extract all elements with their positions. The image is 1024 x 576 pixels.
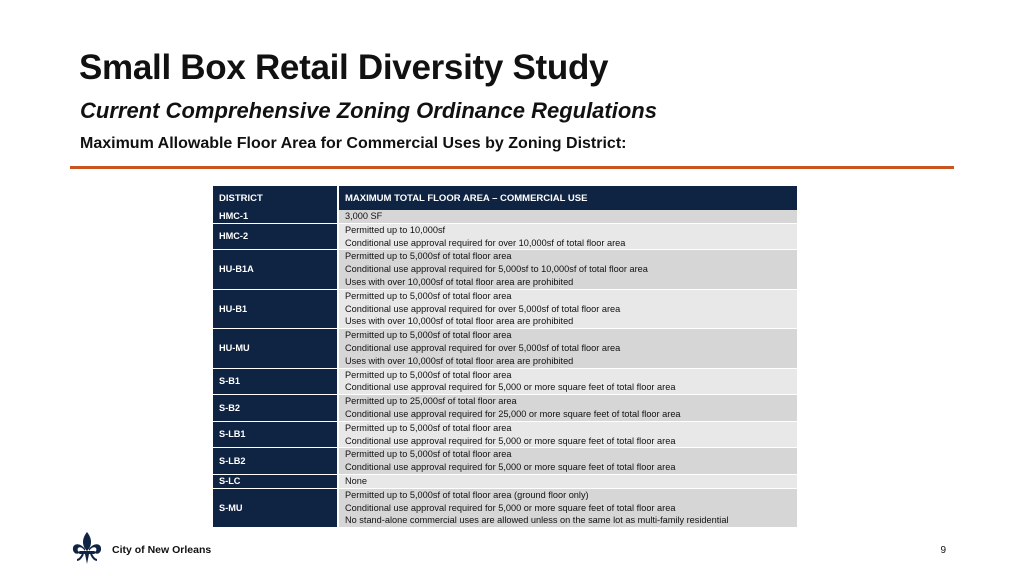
table-heading: Maximum Allowable Floor Area for Commerc… xyxy=(80,135,627,152)
floor-area-line: Permitted up to 5,000sf of total floor a… xyxy=(345,422,512,433)
table-row: S-B2 Permitted up to 25,000sf of total fl… xyxy=(213,394,797,422)
floor-area-cell: Permitted up to 10,000sf Conditional use … xyxy=(338,223,797,251)
table-row: HU-B1A Permitted up to 5,000sf of total f… xyxy=(213,249,797,290)
floor-area-line: Uses with over 10,000sf of total floor a… xyxy=(345,276,574,287)
floor-area-cell: Permitted up to 5,000sf of total floor a… xyxy=(338,421,797,449)
floor-area-cell: Permitted up to 5,000sf of total floor a… xyxy=(338,488,797,529)
table-row: HU-MU Permitted up to 5,000sf of total fl… xyxy=(213,328,797,369)
slide-title: Small Box Retail Diversity Study xyxy=(79,48,609,87)
table-row: HU-B1 Permitted up to 5,000sf of total fl… xyxy=(213,289,797,330)
floor-area-line: Conditional use approval required for 25… xyxy=(345,408,681,419)
district-cell: S-MU xyxy=(213,488,339,529)
floor-area-cell: None xyxy=(338,474,797,489)
district-cell: S-LC xyxy=(213,474,339,489)
floor-area-line: Permitted up to 5,000sf of total floor a… xyxy=(345,330,512,341)
floor-area-cell: Permitted up to 5,000sf of total floor a… xyxy=(338,289,797,330)
table-row: S-MU Permitted up to 5,000sf of total flo… xyxy=(213,488,797,529)
slide-subtitle: Current Comprehensive Zoning Ordinance R… xyxy=(80,98,657,123)
fleur-de-lis-icon xyxy=(72,532,102,564)
floor-area-line: Permitted up to 25,000sf of total floor … xyxy=(345,396,517,407)
floor-area-line: Permitted up to 5,000sf of total floor a… xyxy=(345,290,512,301)
floor-area-line: Permitted up to 5,000sf of total floor a… xyxy=(345,489,589,500)
floor-area-line: Conditional use approval required for 5,… xyxy=(345,382,676,393)
table-row: S-B1 Permitted up to 5,000sf of total flo… xyxy=(213,368,797,396)
column-header-district: DISTRICT xyxy=(213,186,339,210)
floor-area-line: Permitted up to 10,000sf xyxy=(345,224,446,235)
floor-area-cell: Permitted up to 5,000sf of total floor a… xyxy=(338,368,797,396)
floor-area-line: Conditional use approval required for 5,… xyxy=(345,264,648,275)
zoning-table-container: DISTRICT MAXIMUM TOTAL FLOOR AREA – COMM… xyxy=(213,186,797,529)
district-cell: HU-B1 xyxy=(213,289,339,330)
floor-area-line: None xyxy=(345,475,367,486)
footer-org-name: City of New Orleans xyxy=(112,544,212,556)
table-row: HMC-1 3,000 SF xyxy=(213,210,797,224)
table-body: HMC-1 3,000 SF HMC-2 Permitted up to 10,000… xyxy=(213,210,797,529)
accent-rule xyxy=(70,166,954,169)
district-cell: HU-MU xyxy=(213,328,339,369)
floor-area-line: Conditional use approval required for ov… xyxy=(345,342,621,353)
floor-area-line: No stand-alone commercial uses are allow… xyxy=(345,515,729,526)
table-row: HMC-2 Permitted up to 10,000sf Conditional… xyxy=(213,223,797,251)
floor-area-line: 3,000 SF xyxy=(345,211,383,221)
table-row: S-LC None xyxy=(213,474,797,489)
floor-area-cell: Permitted up to 25,000sf of total floor … xyxy=(338,394,797,422)
district-cell: S-B2 xyxy=(213,394,339,422)
floor-area-line: Permitted up to 5,000sf of total floor a… xyxy=(345,369,512,380)
district-cell: HMC-1 xyxy=(213,210,339,224)
floor-area-line: Uses with over 10,000sf of total floor a… xyxy=(345,316,574,327)
floor-area-cell: Permitted up to 5,000sf of total floor a… xyxy=(338,328,797,369)
floor-area-line: Permitted up to 5,000sf of total floor a… xyxy=(345,449,512,460)
zoning-table: DISTRICT MAXIMUM TOTAL FLOOR AREA – COMM… xyxy=(213,186,797,529)
floor-area-line: Conditional use approval required for ov… xyxy=(345,237,626,248)
floor-area-line: Conditional use approval required for 5,… xyxy=(345,435,676,446)
district-cell: S-B1 xyxy=(213,368,339,396)
floor-area-cell: 3,000 SF xyxy=(338,210,797,224)
table-row: S-LB2 Permitted up to 5,000sf of total fl… xyxy=(213,447,797,475)
district-cell: HU-B1A xyxy=(213,249,339,290)
table-row: S-LB1 Permitted up to 5,000sf of total fl… xyxy=(213,421,797,449)
floor-area-line: Permitted up to 5,000sf of total floor a… xyxy=(345,251,512,262)
floor-area-line: Conditional use approval required for 5,… xyxy=(345,462,676,473)
column-header-floor-area: MAXIMUM TOTAL FLOOR AREA – COMMERCIAL US… xyxy=(338,186,797,210)
table-header-row: DISTRICT MAXIMUM TOTAL FLOOR AREA – COMM… xyxy=(213,186,797,210)
floor-area-cell: Permitted up to 5,000sf of total floor a… xyxy=(338,447,797,475)
district-cell: HMC-2 xyxy=(213,223,339,251)
floor-area-line: Conditional use approval required for ov… xyxy=(345,303,621,314)
district-cell: S-LB1 xyxy=(213,421,339,449)
district-cell: S-LB2 xyxy=(213,447,339,475)
floor-area-cell: Permitted up to 5,000sf of total floor a… xyxy=(338,249,797,290)
floor-area-line: Conditional use approval required for 5,… xyxy=(345,502,676,513)
page-number: 9 xyxy=(940,545,946,556)
floor-area-line: Uses with over 10,000sf of total floor a… xyxy=(345,355,574,366)
